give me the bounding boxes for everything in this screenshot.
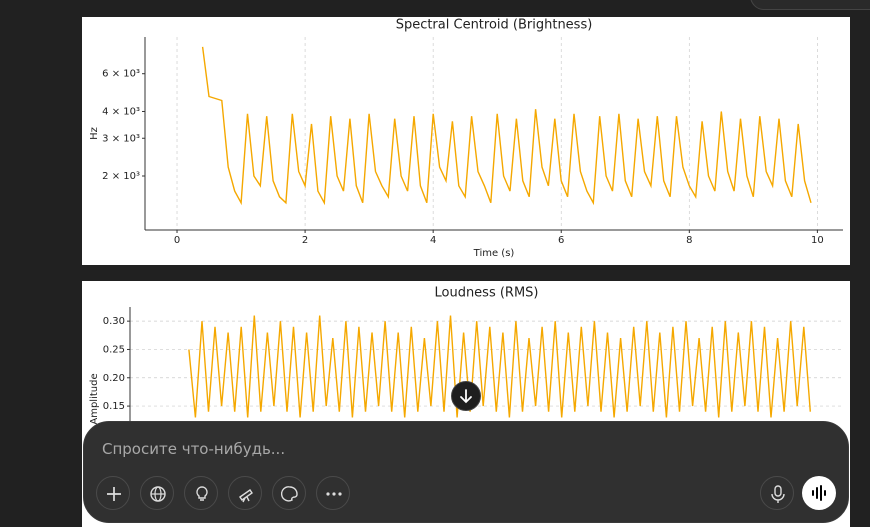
reason-button[interactable] [184,476,218,510]
arrow-icon [460,389,472,404]
data-line [188,315,811,418]
x-tick-label: 4 [430,235,436,246]
y-axis-label: Amplitude [89,373,100,424]
data-line [201,46,812,206]
research-button[interactable] [228,476,262,510]
x-tick-label: 10 [811,235,824,246]
chart-title: Loudness (RMS) [434,286,538,301]
x-tick-label: 2 [302,235,308,246]
y-tick-label: 2 × 10³ [102,171,140,182]
x-axis-label: Time (s) [473,248,515,259]
voice-button[interactable] [802,476,836,510]
y-tick-label: 0.20 [103,373,125,384]
mic-button[interactable] [760,476,794,510]
add-button[interactable] [96,476,130,510]
y-tick-label: 0.30 [103,316,125,327]
y-tick-label: 4 × 10³ [102,106,140,117]
y-axis-label: Hz [89,127,100,140]
y-tick-label: 0.25 [103,344,125,355]
placeholder: Спросите что-нибудь... [102,440,286,458]
top-button[interactable] [750,0,870,10]
image-button[interactable] [272,476,306,510]
y-tick-label: 0.15 [103,401,125,412]
chart-title: Spectral Centroid (Brightness) [396,18,593,33]
x-tick-label: 6 [558,235,564,246]
search-button[interactable] [140,476,174,510]
more-button[interactable] [316,476,350,510]
x-tick-label: 8 [686,235,692,246]
chart: Spectral Centroid (Brightness) 2 × 10³ 3 ×… [82,17,850,265]
y-tick-label: 6 × 10³ [102,69,140,80]
composer[interactable]: Спросите что-нибудь... [83,421,849,523]
scroll-down-button[interactable] [451,381,481,411]
x-tick-label: 0 [174,235,180,246]
y-tick-label: 3 × 10³ [102,133,140,144]
